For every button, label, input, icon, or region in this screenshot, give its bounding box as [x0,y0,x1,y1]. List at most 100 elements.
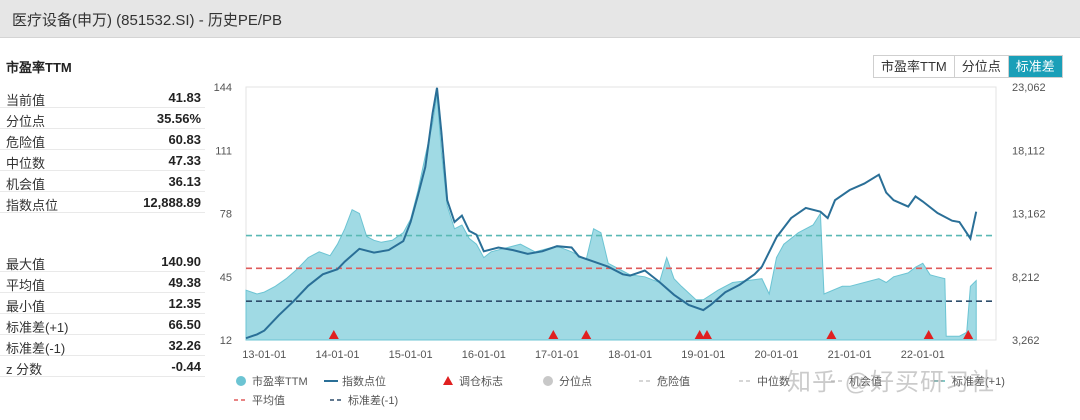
legend-label: 平均值 [252,394,285,407]
stat-value: 12.35 [168,296,201,311]
rebalance-marker [694,330,705,339]
x-tick-label: 18-01-01 [608,349,652,361]
y-left-tick-label: 78 [220,209,232,221]
legend-label: 中位数 [757,374,790,388]
stat-value: 47.33 [168,153,201,168]
stats-history: 最大值 140.90 平均值 49.38 最小值 12.35 标准差(+1) 66.50… [0,251,205,377]
legend-triangle-icon [443,376,453,385]
stat-value: 60.83 [168,132,201,147]
x-tick-label: 13-01-01 [242,349,286,361]
stat-label: 当前值 [6,93,46,108]
stat-row: z 分数 -0.44 [0,356,205,377]
legend-circle-icon [543,376,553,386]
stat-label: 分位点 [6,114,46,129]
stat-label: 平均值 [6,278,46,293]
stat-row: 标准差(-1) 32.26 [0,335,205,356]
stat-row: 最小值 12.35 [0,293,205,314]
stat-row: 分位点 35.56% [0,108,205,129]
percentile-button[interactable]: 分位点 [954,56,1009,77]
stat-row: 危险值 60.83 [0,129,205,150]
stat-value: -0.44 [171,359,201,374]
stat-label: 中位数 [6,156,46,171]
stat-row: 当前值 41.83 [0,87,205,108]
rebalance-marker [701,330,712,339]
stat-label: 标准差(+1) [6,320,69,335]
header-bar: 医疗设备(申万) (851532.SI) - 历史PE/PB [0,0,1080,38]
x-tick-label: 17-01-01 [535,349,579,361]
stats-current: 当前值 41.83 分位点 35.56% 危险值 60.83 中位数 47.33 机会值… [0,87,205,213]
legend-circle-icon [236,376,246,386]
stat-value: 66.50 [168,317,201,332]
legend-item: 中位数 [739,374,790,388]
stat-label: 最大值 [6,257,46,272]
y-right-tick-label: 13,162 [1012,209,1046,221]
stat-value: 140.90 [161,254,201,269]
pe-ttm-area [245,94,977,341]
pe-ttm-button[interactable]: 市盈率TTM [874,56,955,77]
stat-label: 最小值 [6,299,46,314]
legend-item: 危险值 [639,374,690,388]
stat-value: 41.83 [168,90,201,105]
stat-row: 标准差(+1) 66.50 [0,314,205,335]
stat-row: 平均值 49.38 [0,272,205,293]
legend-item: 调仓标志 [443,374,503,388]
y-right-tick-label: 3,262 [1012,335,1040,347]
x-tick-label: 19-01-01 [681,349,725,361]
stat-row: 中位数 47.33 [0,150,205,171]
stat-value: 49.38 [168,275,201,290]
stat-value: 36.13 [168,174,201,189]
legend-label: 机会值 [849,374,882,388]
y-right-tick-label: 23,062 [1012,82,1046,94]
y-left-tick-label: 144 [214,82,232,94]
legend-label: 标准差(-1) [348,393,398,407]
legend-label: 调仓标志 [459,374,503,388]
stat-label: 机会值 [6,177,46,192]
rebalance-marker [548,330,559,339]
watermark: 知乎 @好买研习社 [787,369,996,396]
rebalance-marker [328,330,339,339]
y-right-tick-label: 8,212 [1012,272,1040,284]
stat-value: 32.26 [168,338,201,353]
index-line [245,87,978,340]
x-tick-label: 22-01-01 [901,349,945,361]
metric-toggle: 市盈率TTM 分位点 标准差 [873,55,1063,78]
x-tick-label: 15-01-01 [389,349,433,361]
stat-label: 危险值 [6,135,46,150]
rebalance-marker [826,330,837,339]
legend-item: 市盈率TTM [236,374,308,388]
x-tick-label: 21-01-01 [828,349,872,361]
legend-label: 市盈率TTM [252,374,308,388]
page-title: 医疗设备(申万) (851532.SI) - 历史PE/PB [12,12,283,29]
y-left-tick-label: 45 [220,272,232,284]
x-tick-label: 20-01-01 [754,349,798,361]
y-right-tick-label: 18,112 [1012,145,1045,157]
legend-label: 危险值 [657,374,690,388]
std-dev-button[interactable]: 标准差 [1008,56,1062,77]
stat-label: 指数点位 [6,198,59,213]
stat-label: 标准差(-1) [6,341,66,356]
stat-label: z 分数 [6,362,43,377]
legend-label: 分位点 [559,374,592,388]
legend-label: 指数点位 [342,374,386,388]
legend-item: 标准差(-1) [330,393,398,407]
legend-item: 标准差(+1) [934,374,1005,388]
rebalance-marker [963,330,974,339]
legend-item: 机会值 [831,374,882,388]
stat-value: 12,888.89 [143,195,201,210]
x-tick-label: 16-01-01 [462,349,506,361]
legend-item: 指数点位 [324,374,386,388]
legend-item: 平均值 [234,394,285,407]
legend-label: 标准差(+1) [952,374,1005,388]
legend-item: 分位点 [543,374,592,388]
metric-title: 市盈率TTM [6,60,72,75]
x-tick-label: 14-01-01 [315,349,359,361]
rebalance-marker [923,330,934,339]
stat-value: 35.56% [156,111,201,126]
rebalance-marker [581,330,592,339]
stat-row: 指数点位 12,888.89 [0,192,205,213]
stat-row: 最大值 140.90 [0,251,205,272]
y-left-tick-label: 12 [220,335,232,347]
stat-row: 机会值 36.13 [0,171,205,192]
y-left-tick-label: 111 [215,145,232,157]
